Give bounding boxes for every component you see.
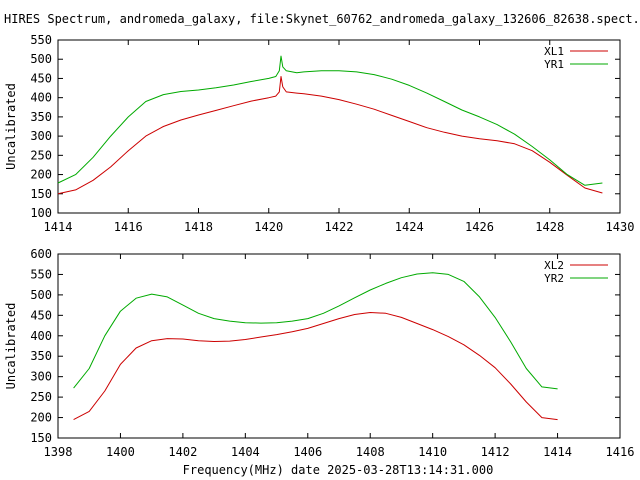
x-tick-label: 1418 — [184, 220, 213, 234]
y-tick-label: 550 — [30, 33, 52, 47]
y-tick-label: 350 — [30, 110, 52, 124]
y-tick-label: 300 — [30, 129, 52, 143]
series-line-yr1 — [57, 55, 603, 186]
plot-frame — [57, 253, 621, 439]
x-tick-label: 1410 — [418, 445, 447, 459]
x-tick-label: 1422 — [325, 220, 354, 234]
x-tick-label: 1402 — [168, 445, 197, 459]
y-tick-label: 250 — [30, 390, 52, 404]
x-tick-label: 1408 — [356, 445, 385, 459]
y-tick-label: 200 — [30, 411, 52, 425]
legend-label: XL1 — [544, 45, 564, 58]
legend-label: YR2 — [544, 272, 564, 285]
x-tick-label: 1416 — [606, 445, 635, 459]
x-tick-label: 1398 — [44, 445, 73, 459]
x-tick-label: 1420 — [254, 220, 283, 234]
y-tick-label: 350 — [30, 349, 52, 363]
legend-label: YR1 — [544, 58, 564, 71]
bottom-panel: 1398 1400 1402 1404 1406 1408 1410 1412 1414 1416… — [4, 247, 634, 459]
x-tick-label: 1426 — [465, 220, 494, 234]
x-tick-label: 1414 — [543, 445, 572, 459]
y-tick-label: 400 — [30, 91, 52, 105]
series-line-yr2 — [73, 272, 558, 390]
x-axis-label: Frequency(MHz) date 2025-03-28T13:14:31.… — [183, 463, 494, 477]
y-tick-label: 450 — [30, 71, 52, 85]
x-tick-label: 1416 — [114, 220, 143, 234]
y-tick-label: 100 — [30, 206, 52, 220]
x-tick-label: 1430 — [606, 220, 635, 234]
y-tick-label: 550 — [30, 267, 52, 281]
y-tick-label: 250 — [30, 148, 52, 162]
top-panel: 1414 1416 1418 1420 1422 1424 1426 1428 1430 100 1… — [4, 33, 634, 234]
x-tick-label: 1400 — [106, 445, 135, 459]
x-tick-label: 1406 — [293, 445, 322, 459]
y-tick-label: 500 — [30, 52, 52, 66]
series-line-xl2 — [73, 312, 558, 421]
y-tick-label: 600 — [30, 247, 52, 261]
y-tick-label: 400 — [30, 329, 52, 343]
plot-frame — [57, 39, 621, 214]
y-tick-label: 150 — [30, 187, 52, 201]
y-axis-label: Uncalibrated — [4, 83, 18, 170]
x-tick-label: 1428 — [535, 220, 564, 234]
x-tick-label: 1414 — [44, 220, 73, 234]
x-tick-label: 1412 — [481, 445, 510, 459]
y-tick-label: 450 — [30, 308, 52, 322]
y-tick-label: 150 — [30, 431, 52, 445]
y-tick-label: 500 — [30, 288, 52, 302]
x-tick-label: 1404 — [231, 445, 260, 459]
y-axis-label: Uncalibrated — [4, 303, 18, 390]
y-tick-label: 200 — [30, 168, 52, 182]
x-tick-label: 1424 — [395, 220, 424, 234]
series-line-xl1 — [57, 76, 603, 195]
legend-label: XL2 — [544, 259, 564, 272]
y-tick-label: 300 — [30, 370, 52, 384]
chart-title: HIRES Spectrum, andromeda_galaxy, file:S… — [4, 12, 640, 26]
